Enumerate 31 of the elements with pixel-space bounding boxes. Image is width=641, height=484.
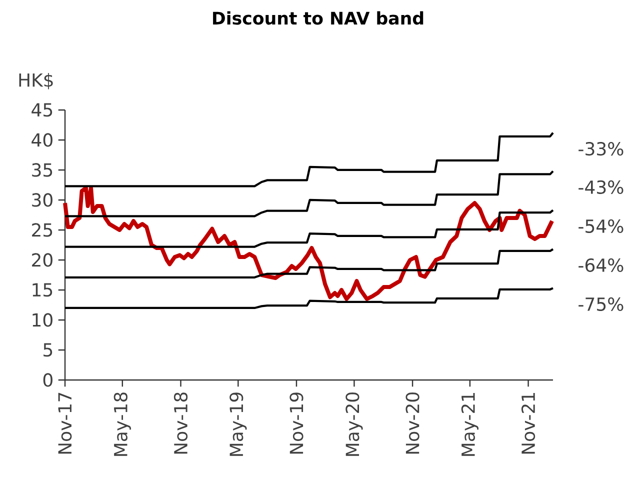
x-tick-label: Nov-18: [174, 392, 188, 454]
chart-title: Discount to NAV band: [213, 11, 424, 25]
line-series: [64, 170, 554, 218]
x-tick-label: May-18: [114, 392, 131, 456]
series-label: -33%: [578, 142, 624, 156]
y-tick-label: 5: [44, 343, 52, 357]
y-tick-label: 20: [32, 253, 52, 267]
line-series: [64, 209, 554, 248]
y-tick-label: 45: [32, 103, 52, 117]
x-tick-label: May-21: [461, 393, 478, 456]
y-tick-label: 25: [32, 223, 52, 237]
x-tick-label: Nov-19: [290, 392, 304, 454]
x-tick-label: May-20: [346, 392, 363, 456]
y-axis-title: HK$: [19, 72, 53, 90]
line-series: [64, 132, 554, 188]
line-series: [64, 287, 554, 310]
y-tick-label: 35: [32, 163, 52, 177]
y-tick-label: 10: [32, 313, 52, 327]
series-label: -64%: [578, 258, 624, 272]
x-tick-label: Nov-21: [521, 393, 536, 454]
x-tick-label: Nov-20: [406, 392, 420, 454]
y-tick-label: 0: [43, 373, 52, 387]
x-tick-label: May-19: [230, 392, 247, 456]
x-tick-label: Nov-17: [58, 392, 72, 454]
series-label: -75%: [578, 297, 624, 311]
y-tick-label: 40: [32, 133, 52, 147]
y-tick-label: 30: [32, 193, 52, 207]
series-label: -54%: [578, 219, 624, 233]
line-series: [64, 248, 554, 278]
y-tick-label: 15: [32, 283, 52, 297]
series-label: -43%: [578, 180, 624, 194]
